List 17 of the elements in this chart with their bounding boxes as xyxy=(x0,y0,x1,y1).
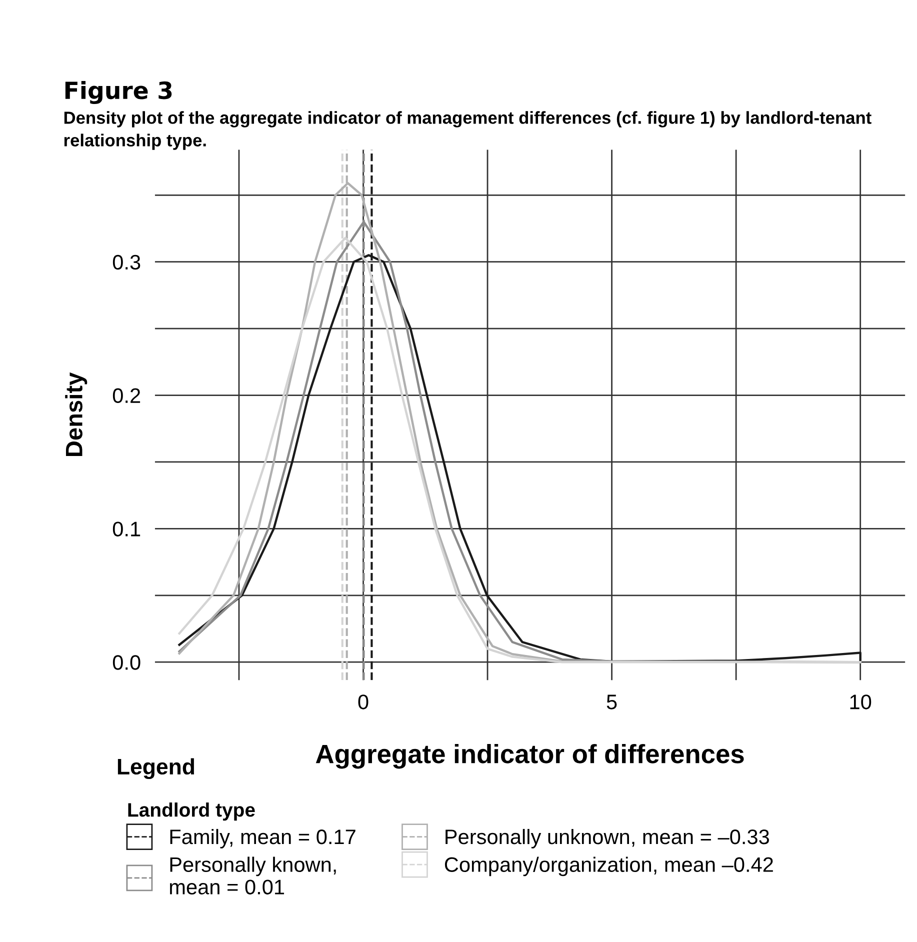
legend-label: Family, mean = 0.17 xyxy=(170,828,356,848)
legend-label: Personally known, mean = 0.01 xyxy=(170,856,336,894)
x-tick-label: 5 xyxy=(606,694,617,710)
y-tick-label: 0.2 xyxy=(112,388,140,404)
chart-title: Figure 3 xyxy=(65,80,172,104)
legend-label: Personally unknown, mean = –0.33 xyxy=(446,828,769,848)
text: Legend xyxy=(118,758,194,780)
chart-subtitle: Density plot of the aggregate indicator of management differences (cf. figure 1) by landlord-tenant relationship type. xyxy=(64,111,872,150)
legend-title: Landlord type xyxy=(128,802,255,821)
y-tick-label: 0.1 xyxy=(112,522,140,536)
y-axis-title: Density xyxy=(65,372,88,456)
x-axis-title: Aggregate indicator of differences xyxy=(316,744,744,769)
y-tick-label: 0.0 xyxy=(112,655,140,670)
legend-label: Company/organization, mean –0.42 xyxy=(444,856,773,876)
x-tick-label: 10 xyxy=(850,694,872,710)
x-tick-label: 0 xyxy=(358,694,368,710)
y-tick-label: 0.3 xyxy=(112,254,140,270)
